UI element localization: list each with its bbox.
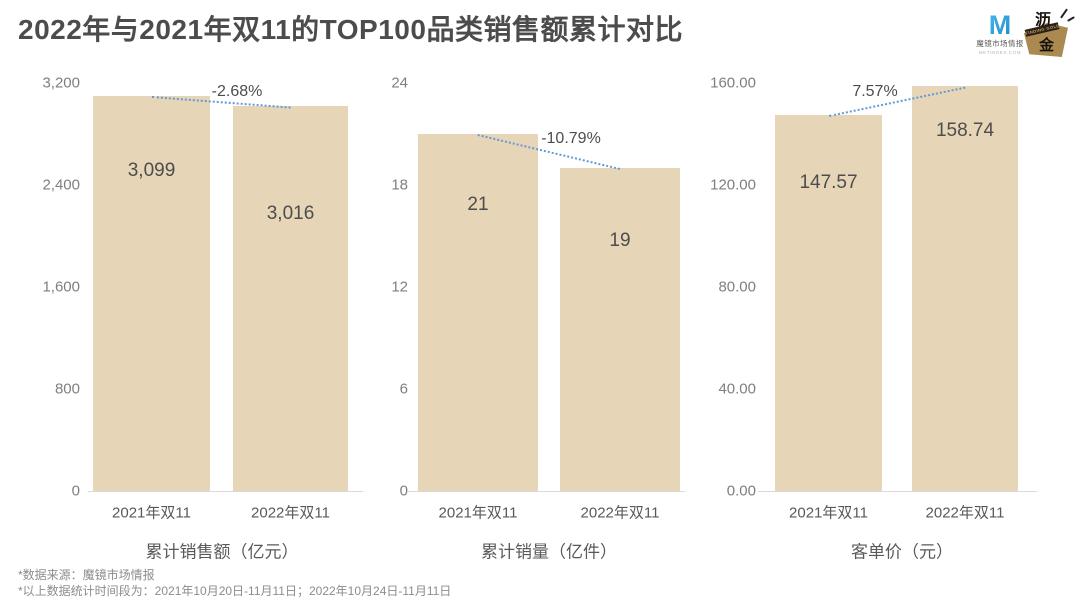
bar-value-label: 19 xyxy=(609,230,631,251)
y-tick-label: 18 xyxy=(391,176,408,194)
x-axis-line xyxy=(758,491,1037,492)
bar xyxy=(912,86,1018,491)
moojing-logo: M 魔镜市场情报 MKTINDEX.COM xyxy=(976,12,1024,56)
moojing-m-icon: M xyxy=(976,12,1024,39)
y-tick-label: 0 xyxy=(71,482,80,500)
x-axis-line xyxy=(407,491,685,492)
y-tick-label: 0.00 xyxy=(726,482,756,500)
y-tick-label: 3,200 xyxy=(42,74,80,92)
y-tick-label: 160.00 xyxy=(710,74,756,92)
y-tick-label: 6 xyxy=(399,380,408,398)
bar xyxy=(418,134,538,491)
bar-value-label: 3,016 xyxy=(266,203,315,225)
x-category-label: 2022年双11 xyxy=(580,504,660,522)
footer-note-source: *数据来源：魔镜市场情报 xyxy=(18,568,155,582)
chart-title: 累计销售额（亿元） xyxy=(145,542,299,562)
trend-line xyxy=(828,86,966,117)
lijin-logo: FINDING GOLD 沥 金 xyxy=(1022,6,1075,62)
change-percent-label: 7.57% xyxy=(852,83,898,100)
y-tick-label: 40.00 xyxy=(718,380,756,398)
bar xyxy=(93,95,210,491)
lijin-char-top: 沥 xyxy=(1035,12,1052,29)
y-tick-label: 2,400 xyxy=(42,176,80,194)
moojing-logo-name: 魔镜市场情报 xyxy=(976,39,1024,48)
x-category-label: 2021年双11 xyxy=(112,504,191,522)
x-category-label: 2021年双11 xyxy=(438,504,518,522)
change-percent-label: -10.79% xyxy=(541,130,601,147)
y-tick-label: 1,600 xyxy=(42,278,80,296)
bar-value-label: 21 xyxy=(467,194,489,215)
footer-note-period: *以上数据统计时间段为：2021年10月20日-11月11日；2022年10月2… xyxy=(18,584,452,598)
trend-line xyxy=(477,134,620,170)
lijin-char-bottom: 金 xyxy=(1039,37,1055,54)
bar-value-label: 3,099 xyxy=(127,159,176,181)
y-tick-label: 0 xyxy=(399,482,408,500)
bar xyxy=(560,168,680,491)
y-tick-label: 120.00 xyxy=(710,176,756,194)
y-tick-label: 12 xyxy=(391,278,408,296)
footer-notes: *数据来源：魔镜市场情报 *以上数据统计时间段为：2021年10月20日-11月… xyxy=(18,567,451,599)
y-tick-label: 24 xyxy=(391,74,408,92)
x-axis-line xyxy=(88,491,363,492)
y-tick-label: 800 xyxy=(54,380,80,398)
chart-title: 累计销量（亿件） xyxy=(481,542,617,562)
x-category-label: 2022年双11 xyxy=(251,504,330,522)
y-tick-label: 80.00 xyxy=(718,278,756,296)
trend-line xyxy=(151,95,291,109)
bar-value-label: 158.74 xyxy=(935,120,995,142)
change-percent-label: -2.68% xyxy=(211,83,263,100)
bar-value-label: 147.57 xyxy=(799,171,858,193)
chart-title: 客单价（元） xyxy=(851,542,953,562)
page-title: 2022年与2021年双11的TOP100品类销售额累计对比 xyxy=(18,14,683,45)
bar xyxy=(233,106,348,491)
moojing-logo-subtext: MKTINDEX.COM xyxy=(978,50,1022,55)
bar xyxy=(775,114,882,491)
x-category-label: 2022年双11 xyxy=(925,504,1005,522)
x-category-label: 2021年双11 xyxy=(789,504,868,522)
